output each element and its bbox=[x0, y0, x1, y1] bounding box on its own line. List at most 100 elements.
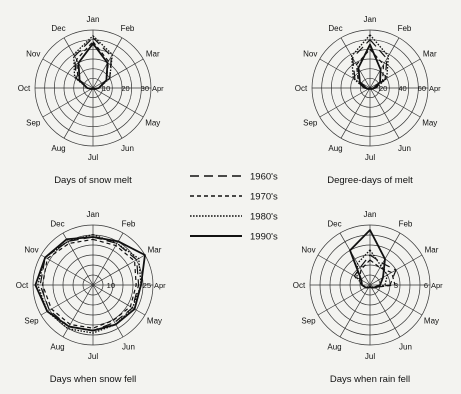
legend: 1960's 1970's 1980's 1990's bbox=[190, 172, 278, 243]
radial-tick-label: 40 bbox=[398, 84, 406, 93]
month-label-apr: Apr bbox=[154, 281, 166, 290]
month-label-may: May bbox=[422, 119, 437, 128]
grid-spoke bbox=[319, 87, 371, 118]
grid-spoke bbox=[369, 37, 400, 89]
radar-chart-3: Jan Feb Mar May Jun Jul Aug Sep Oct Nov Dec 10 25 Apr… bbox=[16, 210, 166, 385]
radial-tick-label: 3 bbox=[394, 281, 398, 290]
month-label-mar: Mar bbox=[423, 50, 437, 59]
month-label-aug: Aug bbox=[328, 144, 342, 153]
month-label-apr: Apr bbox=[429, 84, 441, 93]
grid-spoke bbox=[369, 284, 423, 316]
month-label-aug: Aug bbox=[327, 342, 341, 351]
month-label-may: May bbox=[424, 317, 439, 326]
chart-title: Degree-days of melt bbox=[327, 175, 413, 186]
month-label-feb: Feb bbox=[398, 24, 412, 33]
radial-tick-label: 10 bbox=[102, 84, 110, 93]
month-label-sep: Sep bbox=[303, 119, 318, 128]
month-label-sep: Sep bbox=[24, 317, 39, 326]
month-label-nov: Nov bbox=[26, 50, 40, 59]
series-line-4 bbox=[357, 43, 382, 90]
month-label-mar: Mar bbox=[148, 246, 162, 255]
grid-spoke bbox=[369, 87, 400, 139]
month-label-apr: Apr bbox=[431, 281, 443, 290]
series-line-3 bbox=[37, 233, 142, 334]
month-label-oct: Oct bbox=[295, 84, 308, 93]
month-label-oct: Oct bbox=[18, 84, 31, 93]
month-label-jan: Jan bbox=[364, 15, 377, 24]
month-label-dec: Dec bbox=[50, 220, 64, 229]
radial-tick-label: 6 bbox=[424, 281, 428, 290]
grid-spoke bbox=[40, 254, 94, 286]
month-label-jun: Jun bbox=[399, 342, 412, 351]
grid-spoke bbox=[92, 284, 146, 316]
radial-tick-label: 10 bbox=[107, 281, 115, 290]
radial-tick-label: 30 bbox=[141, 84, 149, 93]
month-label-sep: Sep bbox=[301, 317, 316, 326]
grid-spoke bbox=[62, 232, 94, 286]
month-label-jan: Jan bbox=[364, 210, 377, 219]
month-label-aug: Aug bbox=[51, 144, 65, 153]
month-label-jul: Jul bbox=[88, 352, 98, 361]
grid-spoke bbox=[340, 37, 371, 89]
series-line-1 bbox=[74, 37, 112, 90]
series-line-4 bbox=[77, 42, 109, 90]
grid-spoke bbox=[92, 58, 144, 89]
month-label-jan: Jan bbox=[87, 15, 100, 24]
month-label-feb: Feb bbox=[122, 220, 136, 229]
month-label-sep: Sep bbox=[26, 119, 41, 128]
radar-grid bbox=[32, 224, 154, 346]
radar-grid bbox=[311, 29, 429, 147]
grid-spoke bbox=[42, 58, 94, 89]
grid-spoke bbox=[369, 284, 401, 338]
legend-label: 1990's bbox=[250, 232, 278, 243]
series-line-3 bbox=[356, 249, 388, 289]
legend-label: 1960's bbox=[250, 172, 278, 183]
grid-spoke bbox=[63, 87, 94, 139]
series-line-1 bbox=[353, 254, 397, 289]
month-label-nov: Nov bbox=[303, 50, 317, 59]
grid-spoke bbox=[42, 87, 94, 118]
month-label-nov: Nov bbox=[301, 246, 315, 255]
grid-spoke bbox=[92, 87, 144, 118]
chart-title: Days of snow melt bbox=[54, 175, 132, 186]
month-label-aug: Aug bbox=[50, 342, 64, 351]
series-line-4 bbox=[34, 236, 146, 332]
month-label-may: May bbox=[147, 317, 162, 326]
month-label-jul: Jul bbox=[365, 153, 375, 162]
month-label-nov: Nov bbox=[24, 246, 38, 255]
month-label-mar: Mar bbox=[425, 246, 439, 255]
grid-spoke bbox=[340, 87, 371, 139]
chart-title: Days when rain fell bbox=[330, 374, 410, 385]
radial-tick-label: 25 bbox=[143, 281, 151, 290]
month-label-oct: Oct bbox=[293, 281, 306, 290]
grid-spoke bbox=[339, 232, 371, 286]
legend-item: 1960's bbox=[190, 172, 278, 183]
radar-grid bbox=[309, 224, 431, 346]
series-line-4 bbox=[349, 229, 386, 289]
month-label-dec: Dec bbox=[51, 24, 65, 33]
grid-spoke bbox=[92, 284, 124, 338]
month-label-mar: Mar bbox=[146, 50, 160, 59]
chart-title: Days when snow fell bbox=[50, 374, 137, 385]
month-label-jun: Jun bbox=[121, 144, 134, 153]
month-label-apr: Apr bbox=[152, 84, 164, 93]
radial-tick-label: 60 bbox=[418, 84, 426, 93]
month-label-feb: Feb bbox=[399, 220, 413, 229]
grid-spoke bbox=[369, 87, 421, 118]
month-label-may: May bbox=[145, 119, 160, 128]
month-label-jul: Jul bbox=[88, 153, 98, 162]
radar-chart-4: Jan Feb Mar May Jun Jul Aug Sep Oct Nov Dec 3 6 Apr Da… bbox=[293, 210, 443, 385]
radar-grid bbox=[34, 29, 152, 147]
legend-item: 1990's bbox=[190, 232, 278, 243]
grid-spoke bbox=[40, 284, 94, 316]
radial-tick-label: 20 bbox=[121, 84, 129, 93]
legend-label: 1970's bbox=[250, 192, 278, 203]
legend-item: 1970's bbox=[190, 192, 278, 203]
month-label-feb: Feb bbox=[121, 24, 135, 33]
legend-item: 1980's bbox=[190, 212, 278, 223]
grid-spoke bbox=[92, 87, 123, 139]
month-label-dec: Dec bbox=[327, 220, 341, 229]
grid-spoke bbox=[339, 284, 371, 338]
radar-chart-1: Jan Feb Mar May Jun Jul Aug Sep Oct Nov Dec 10 20 30 A… bbox=[18, 15, 164, 186]
